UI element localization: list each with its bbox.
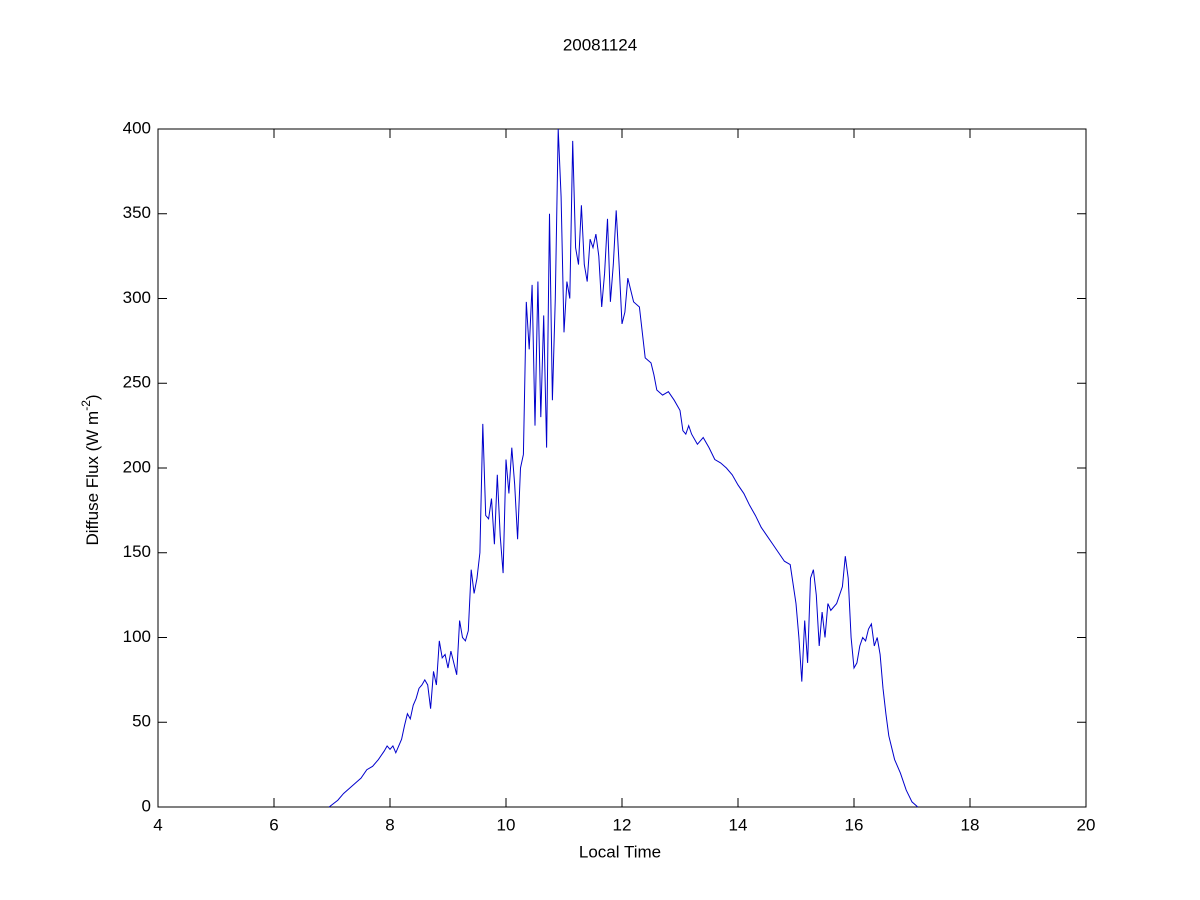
y-tick-label: 0 [142, 796, 151, 815]
x-tick-label: 10 [497, 815, 516, 834]
y-tick-label: 300 [123, 288, 151, 307]
y-tick-label: 250 [123, 373, 151, 392]
x-tick-label: 18 [961, 815, 980, 834]
x-tick-label: 4 [153, 815, 162, 834]
x-axis-label: Local Time [579, 842, 661, 861]
y-tick-label: 50 [132, 712, 151, 731]
y-axis-label-superscript: -2 [79, 400, 93, 411]
y-axis-label-text: Diffuse Flux (W m [83, 411, 102, 546]
plot-frame [157, 128, 1087, 808]
y-tick-label: 200 [123, 457, 151, 476]
y-axis-label: Diffuse Flux (W m-2) [79, 394, 102, 545]
y-tick-label: 400 [123, 118, 151, 137]
x-tick-label: 14 [729, 815, 748, 834]
y-axis-label-suffix: ) [83, 394, 102, 400]
y-tick-label: 350 [123, 203, 151, 222]
x-tick-label: 12 [613, 815, 632, 834]
chart-title: 20081124 [563, 35, 637, 54]
x-tick-label: 20 [1077, 815, 1096, 834]
data-line [328, 128, 919, 808]
x-tick-label: 16 [845, 815, 864, 834]
x-tick-label: 8 [385, 815, 394, 834]
x-tick-label: 6 [269, 815, 278, 834]
y-tick-label: 150 [123, 542, 151, 561]
y-tick-label: 100 [123, 627, 151, 646]
